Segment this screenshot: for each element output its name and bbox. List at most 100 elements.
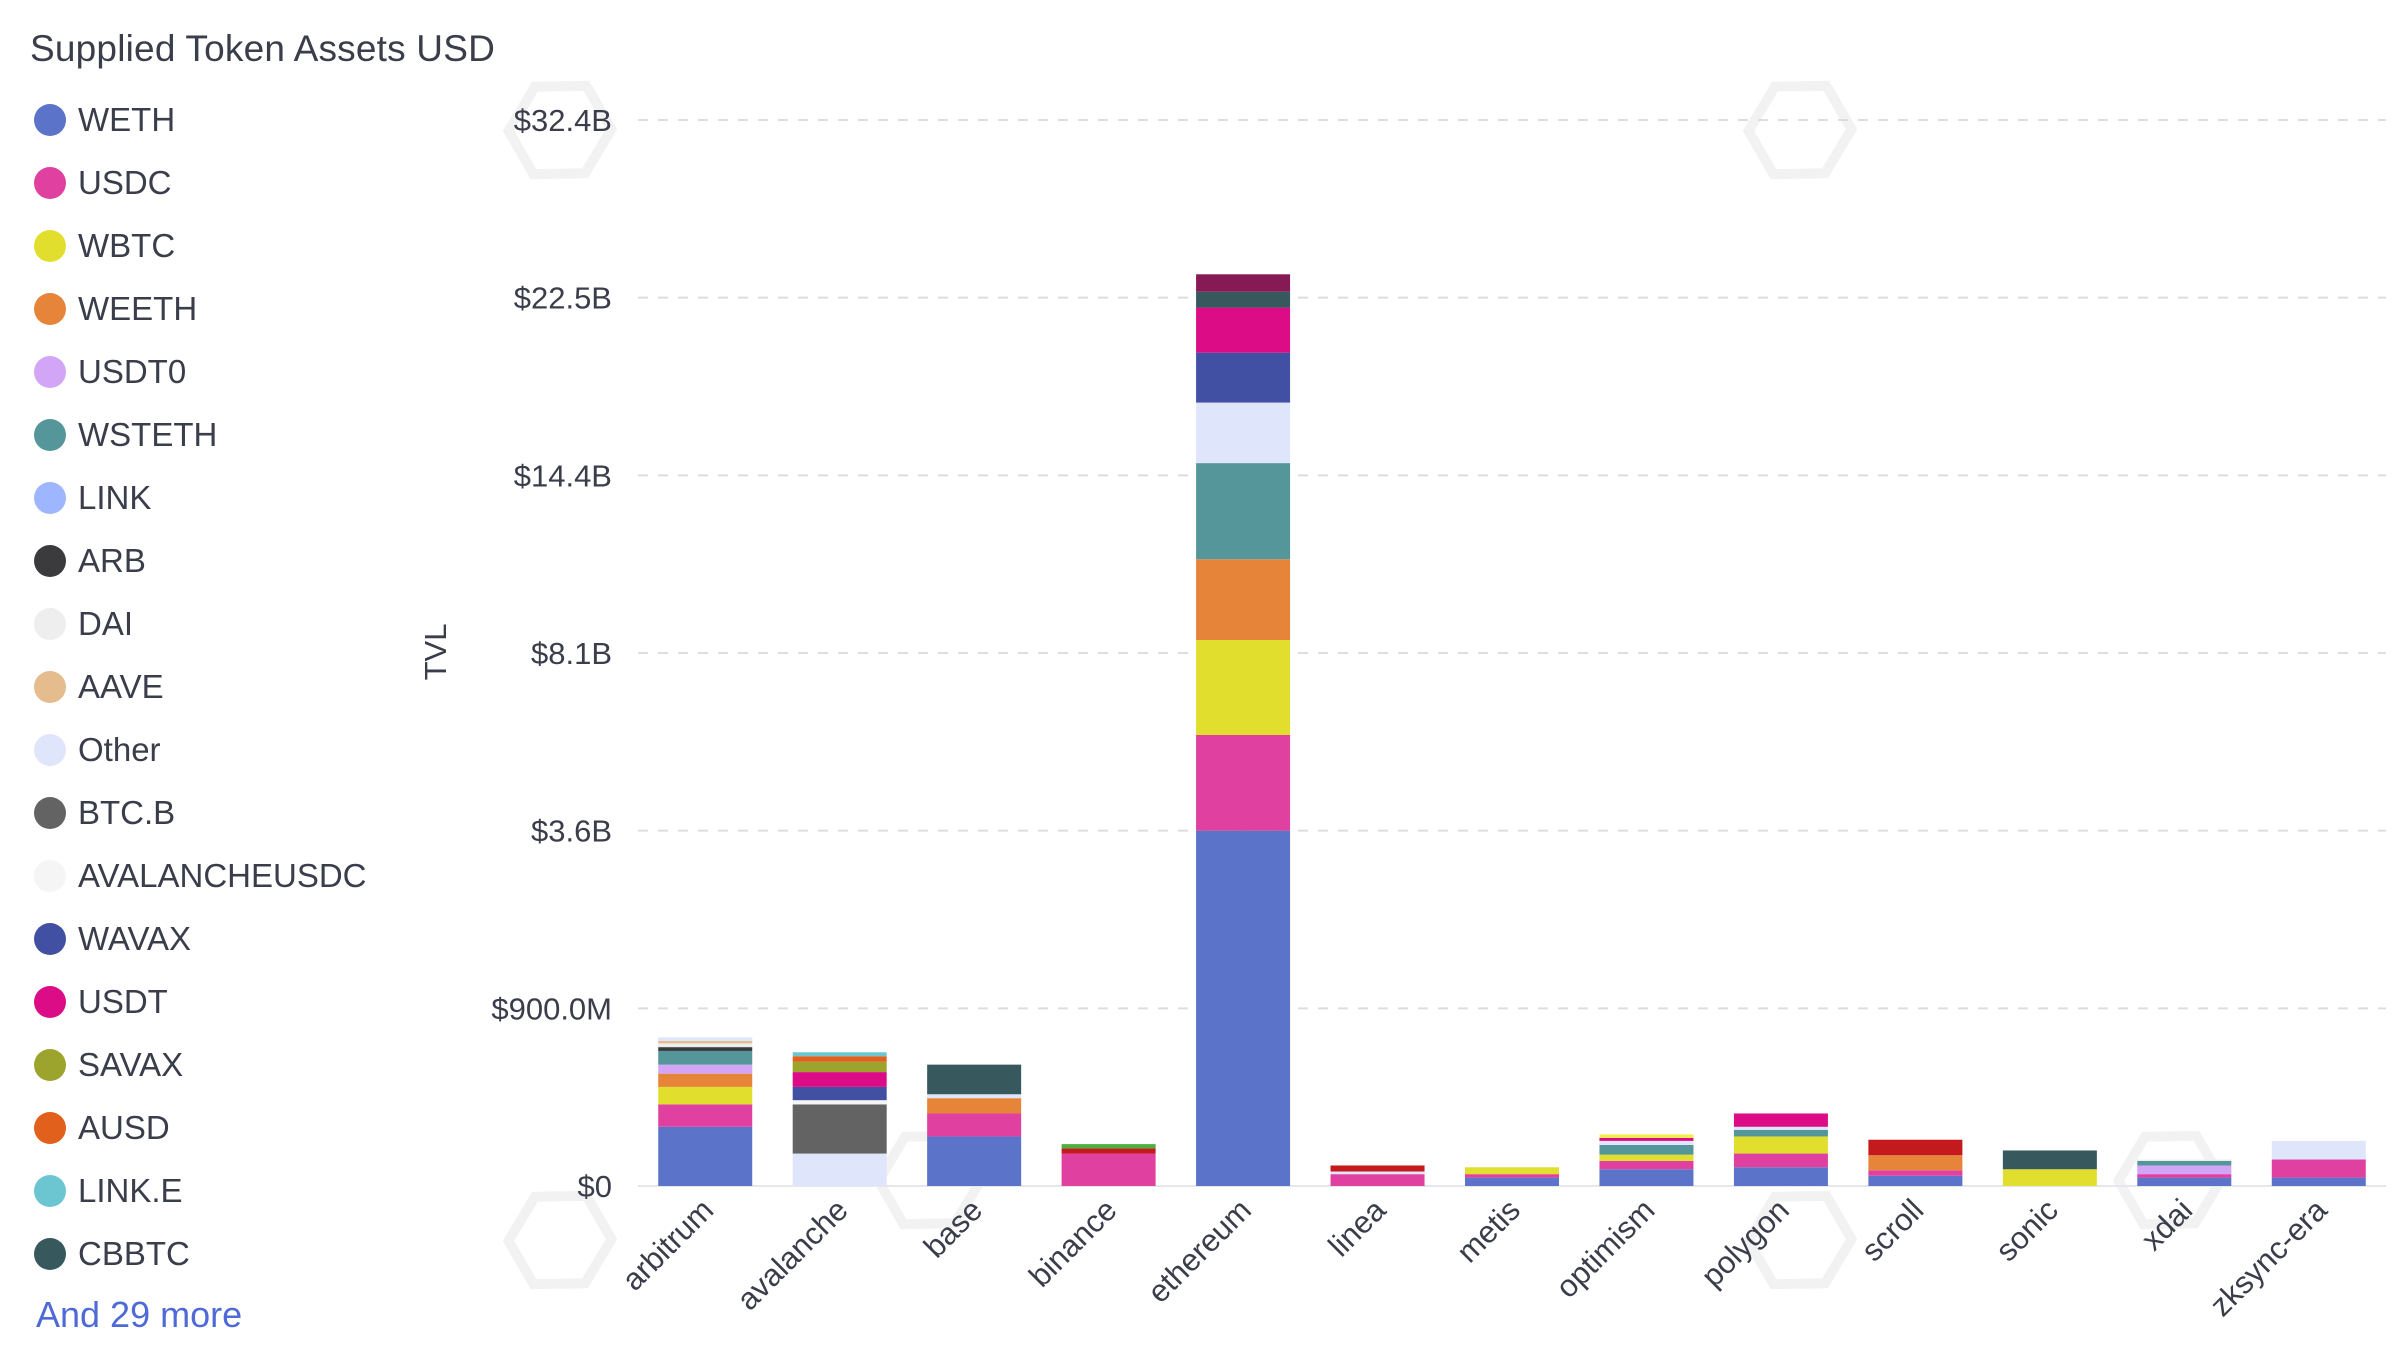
bar-segment[interactable] [1599,1137,1694,1141]
bar-segment[interactable] [1599,1144,1694,1155]
legend-item[interactable]: USDT [34,970,454,1033]
bar-segment[interactable] [1733,1113,1828,1127]
legend-item[interactable]: LINK.E [34,1159,454,1222]
bar-segment[interactable] [2271,1159,2366,1178]
bar-segment[interactable] [2137,1159,2232,1161]
bar-segment[interactable] [1868,1155,1963,1171]
bar-segment[interactable] [927,1098,1022,1114]
bar-segment[interactable] [2137,1177,2232,1186]
bar-segment[interactable] [792,1052,887,1057]
bar-segment[interactable] [1868,1139,1963,1156]
legend-item[interactable]: WAVAX [34,907,454,970]
bar-segment[interactable] [1733,1126,1828,1130]
legend-item[interactable]: AAVE [34,655,454,718]
bar-segment[interactable] [658,1064,753,1074]
bar-segment[interactable] [1061,1153,1156,1186]
bar-segment[interactable] [927,1136,1022,1186]
bar-segment[interactable] [658,1047,753,1051]
bar-segment[interactable] [658,1073,753,1087]
legend-swatch [34,670,66,703]
bar-segment[interactable] [792,1104,887,1154]
bar-segment[interactable] [1599,1160,1694,1170]
legend-item[interactable]: USDT0 [34,340,454,403]
bar-segment[interactable] [927,1094,1022,1099]
bar-segment[interactable] [1733,1136,1828,1154]
bar-segment[interactable] [792,1100,887,1105]
legend-item[interactable]: CBBTC [34,1222,454,1285]
bar-segment[interactable] [1196,307,1291,353]
legend-item[interactable]: WBTC [34,214,454,277]
bar-segment[interactable] [1061,1144,1156,1149]
legend-item[interactable]: WEETH [34,277,454,340]
bar-segment[interactable] [792,1072,887,1087]
bar-segment[interactable] [2137,1174,2232,1178]
bar-segment[interactable] [1599,1140,1694,1145]
bar-segment[interactable] [1196,734,1291,831]
bar-segment[interactable] [1465,1174,1559,1178]
legend-item[interactable]: Other [34,718,454,781]
legend-swatch [34,481,66,514]
legend-label: LINK [78,478,152,516]
bar-segment[interactable] [1465,1177,1559,1186]
bar-segment[interactable] [658,1126,753,1186]
bar-segment[interactable] [1733,1167,1828,1186]
bar-segment[interactable] [658,1037,753,1041]
legend-item[interactable]: AUSD [34,1096,454,1159]
legend-label: Other [78,730,161,768]
bar-segment[interactable] [2002,1150,2097,1170]
bar-segment[interactable] [927,1113,1022,1137]
bar-segment[interactable] [927,1064,1022,1095]
bar-segment[interactable] [658,1040,753,1044]
bar-segment[interactable] [1196,291,1291,308]
legend-swatch [34,859,66,892]
bar-segment[interactable] [1196,463,1291,560]
legend-item[interactable]: LINK [34,466,454,529]
bar-segment[interactable] [1599,1154,1694,1161]
bar-segment[interactable] [1330,1174,1425,1186]
bar-segment[interactable] [2137,1165,2232,1175]
bar-segment[interactable] [2137,1160,2232,1166]
bar-segment[interactable] [1196,559,1291,640]
legend-swatch [34,607,66,640]
bar-segment[interactable] [2271,1140,2366,1160]
legend-item[interactable]: DAI [34,592,454,655]
legend-item[interactable]: USDC [34,151,454,214]
bar-segment[interactable] [1599,1134,1694,1138]
bar-segment[interactable] [1330,1171,1425,1175]
legend-item[interactable]: AVALANCHEUSDC [34,844,454,907]
bar-segment[interactable] [1330,1165,1425,1172]
bar-segment[interactable] [1196,274,1291,292]
bar-segment[interactable] [2271,1177,2366,1186]
x-tick-label: xdai [2134,1192,2199,1257]
legend-more-link[interactable]: And 29 more [36,1294,243,1335]
bar-segment[interactable] [1196,352,1291,403]
bar-segment[interactable] [1196,402,1291,464]
legend-item[interactable]: WSTETH [34,403,454,466]
legend-item[interactable]: SAVAX [34,1033,454,1096]
bar-segment[interactable] [2002,1169,2097,1186]
bar-segment[interactable] [792,1086,887,1101]
bar-segment[interactable] [1733,1153,1828,1168]
bar-segment[interactable] [1599,1169,1694,1186]
bar-segment[interactable] [792,1061,887,1073]
bar-segment[interactable] [658,1043,753,1048]
bar-segment[interactable] [1868,1170,1963,1176]
bar-segment[interactable] [1196,830,1291,1186]
legend-swatch [34,355,66,388]
bar-segment[interactable] [658,1104,753,1127]
x-tick-label: sonic [1989,1192,2065,1268]
bar-segment[interactable] [658,1086,753,1105]
bar-segment[interactable] [792,1153,887,1186]
bar-segment[interactable] [658,1050,753,1065]
bar-segment[interactable] [1465,1167,1559,1175]
bar-segment[interactable] [1196,639,1291,735]
legend-item[interactable]: BTC.B [34,781,454,844]
legend-item[interactable]: ARB [34,529,454,592]
bar-segment[interactable] [1868,1175,1963,1186]
legend-swatch [34,922,66,955]
legend: WETH USDC WBTC WEETH USDT0 WSTETH LINK ARB DAI AA… [34,88,454,1285]
legend-item[interactable]: WETH [34,88,454,151]
bar-segment[interactable] [792,1056,887,1062]
bar-segment[interactable] [1733,1129,1828,1137]
bar-segment[interactable] [1061,1148,1156,1154]
